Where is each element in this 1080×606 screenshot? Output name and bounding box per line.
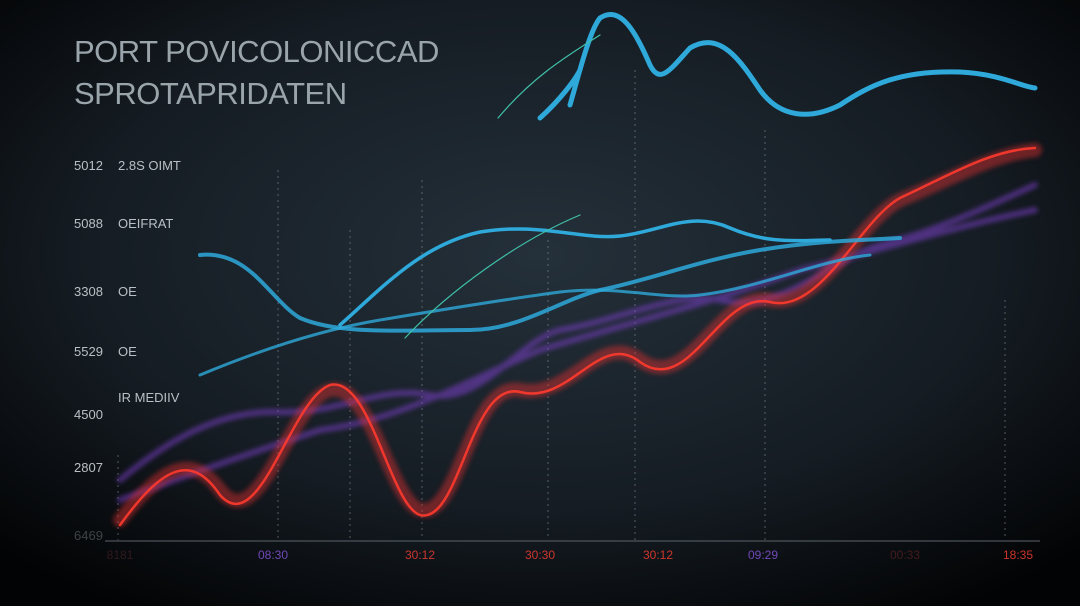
x-label: 8181: [107, 548, 134, 562]
side-number: 5088: [74, 216, 103, 231]
title-line: PORT POVICOLONICCAD: [74, 34, 439, 69]
x-label: 08:30: [258, 548, 288, 562]
x-label: 00:33: [890, 548, 920, 562]
x-label: 30:12: [643, 548, 673, 562]
side-number: 3308: [74, 284, 103, 299]
side-number: 4500: [74, 407, 103, 422]
side-note: 2.8S OIMT: [118, 158, 181, 173]
side-number: 5529: [74, 344, 103, 359]
side-number: 5012: [74, 158, 103, 173]
side-note: OE: [118, 284, 137, 299]
title-line: SPROTAPRIDATEN: [74, 76, 347, 111]
side-number: 2807: [74, 460, 103, 475]
x-label: 30:30: [525, 548, 555, 562]
x-label: 18:35: [1003, 548, 1033, 562]
side-note: OE: [118, 344, 137, 359]
x-label: 09:29: [748, 548, 778, 562]
curves: [113, 12, 1042, 527]
side-number: 6469: [74, 528, 103, 543]
x-label: 30:12: [405, 548, 435, 562]
side-note: OEIFRAT: [118, 216, 173, 231]
side-note: IR MEDIIV: [118, 390, 180, 405]
